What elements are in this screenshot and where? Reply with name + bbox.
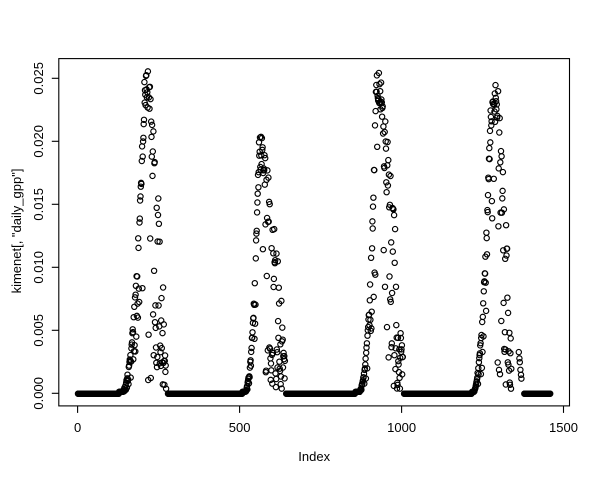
svg-text:0.020: 0.020: [31, 125, 46, 158]
svg-text:0.015: 0.015: [31, 188, 46, 221]
svg-text:0.000: 0.000: [31, 377, 46, 410]
svg-text:0.005: 0.005: [31, 314, 46, 347]
svg-text:0.025: 0.025: [31, 62, 46, 95]
svg-text:kimenet[, "daily_gpp"]: kimenet[, "daily_gpp"]: [9, 169, 24, 294]
svg-text:1000: 1000: [387, 420, 416, 435]
svg-text:500: 500: [229, 420, 251, 435]
svg-text:Index: Index: [298, 449, 330, 464]
svg-text:0: 0: [74, 420, 81, 435]
svg-text:1500: 1500: [549, 420, 578, 435]
svg-text:0.010: 0.010: [31, 251, 46, 284]
